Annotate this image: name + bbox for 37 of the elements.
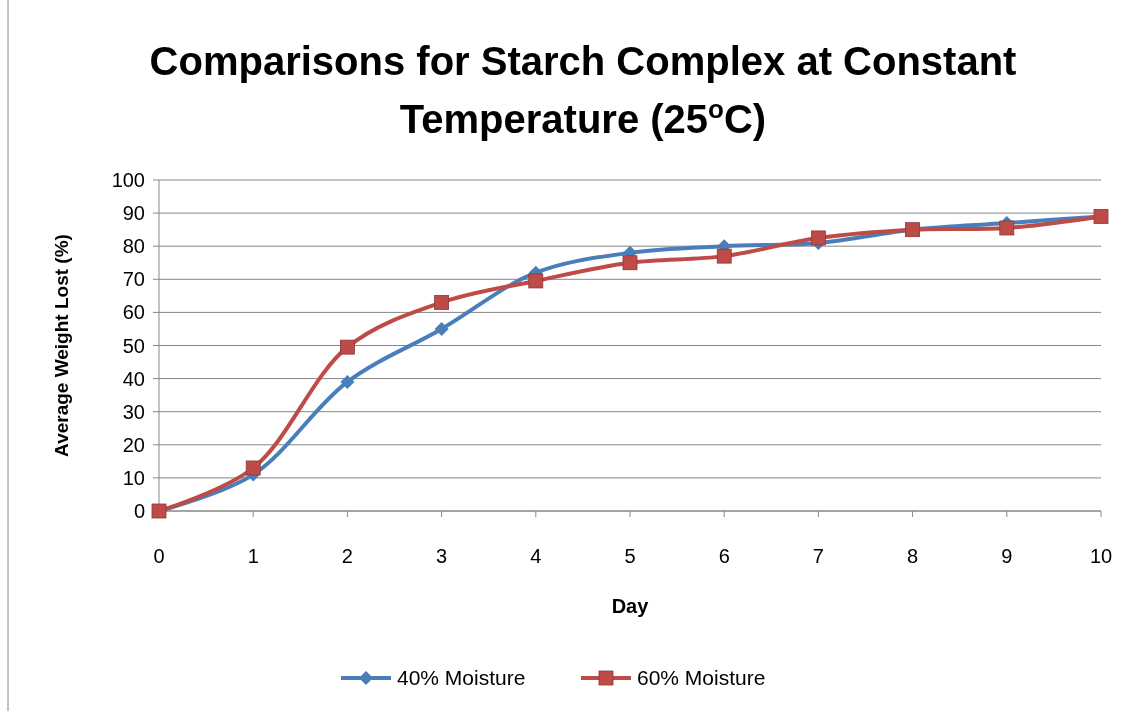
y-tick-label: 10 bbox=[122, 466, 145, 489]
point bbox=[622, 255, 638, 271]
legend-label: 40% Moisture bbox=[397, 666, 526, 690]
x-tick-label: 8 bbox=[907, 545, 919, 567]
point bbox=[528, 273, 544, 289]
x-tick-label: 0 bbox=[153, 545, 165, 567]
legend-label: 60% Moisture bbox=[637, 666, 766, 690]
y-tick-label: 70 bbox=[122, 268, 145, 291]
y-axis-title: Average Weight Lost (%) bbox=[51, 234, 72, 457]
x-tick-label: 3 bbox=[436, 545, 448, 567]
y-tick-label: 80 bbox=[122, 235, 145, 258]
y-tick-label: 90 bbox=[122, 202, 145, 225]
x-tick-label: 7 bbox=[812, 545, 824, 567]
x-tick-label: 9 bbox=[1001, 545, 1013, 567]
y-tick-label: 50 bbox=[122, 334, 145, 357]
x-tick-label: 1 bbox=[247, 545, 259, 567]
point bbox=[434, 295, 449, 310]
y-tick-label: 100 bbox=[111, 169, 145, 191]
y-tick-label: 40 bbox=[122, 367, 145, 390]
x-tick-label: 5 bbox=[624, 545, 636, 567]
point bbox=[245, 460, 261, 476]
x-tick-label: 4 bbox=[530, 545, 542, 567]
point bbox=[434, 321, 449, 336]
y-tick-label: 20 bbox=[122, 433, 145, 456]
point bbox=[340, 374, 355, 389]
x-tick-label: 2 bbox=[341, 545, 353, 567]
y-tick-label: 30 bbox=[122, 400, 145, 423]
point bbox=[811, 230, 826, 246]
x-tick-label: 10 bbox=[1089, 545, 1113, 567]
y-tick-label: 0 bbox=[133, 500, 145, 522]
chart-title: Comparisons for Starch Complex at Constant Temperature (25$^{o}$C) bbox=[149, 39, 1017, 141]
y-tick-label: 60 bbox=[122, 301, 145, 324]
point bbox=[716, 248, 732, 264]
x-tick-label: 6 bbox=[718, 545, 730, 567]
x-axis-title: Day bbox=[611, 595, 650, 617]
point bbox=[999, 220, 1015, 236]
point bbox=[340, 339, 355, 355]
